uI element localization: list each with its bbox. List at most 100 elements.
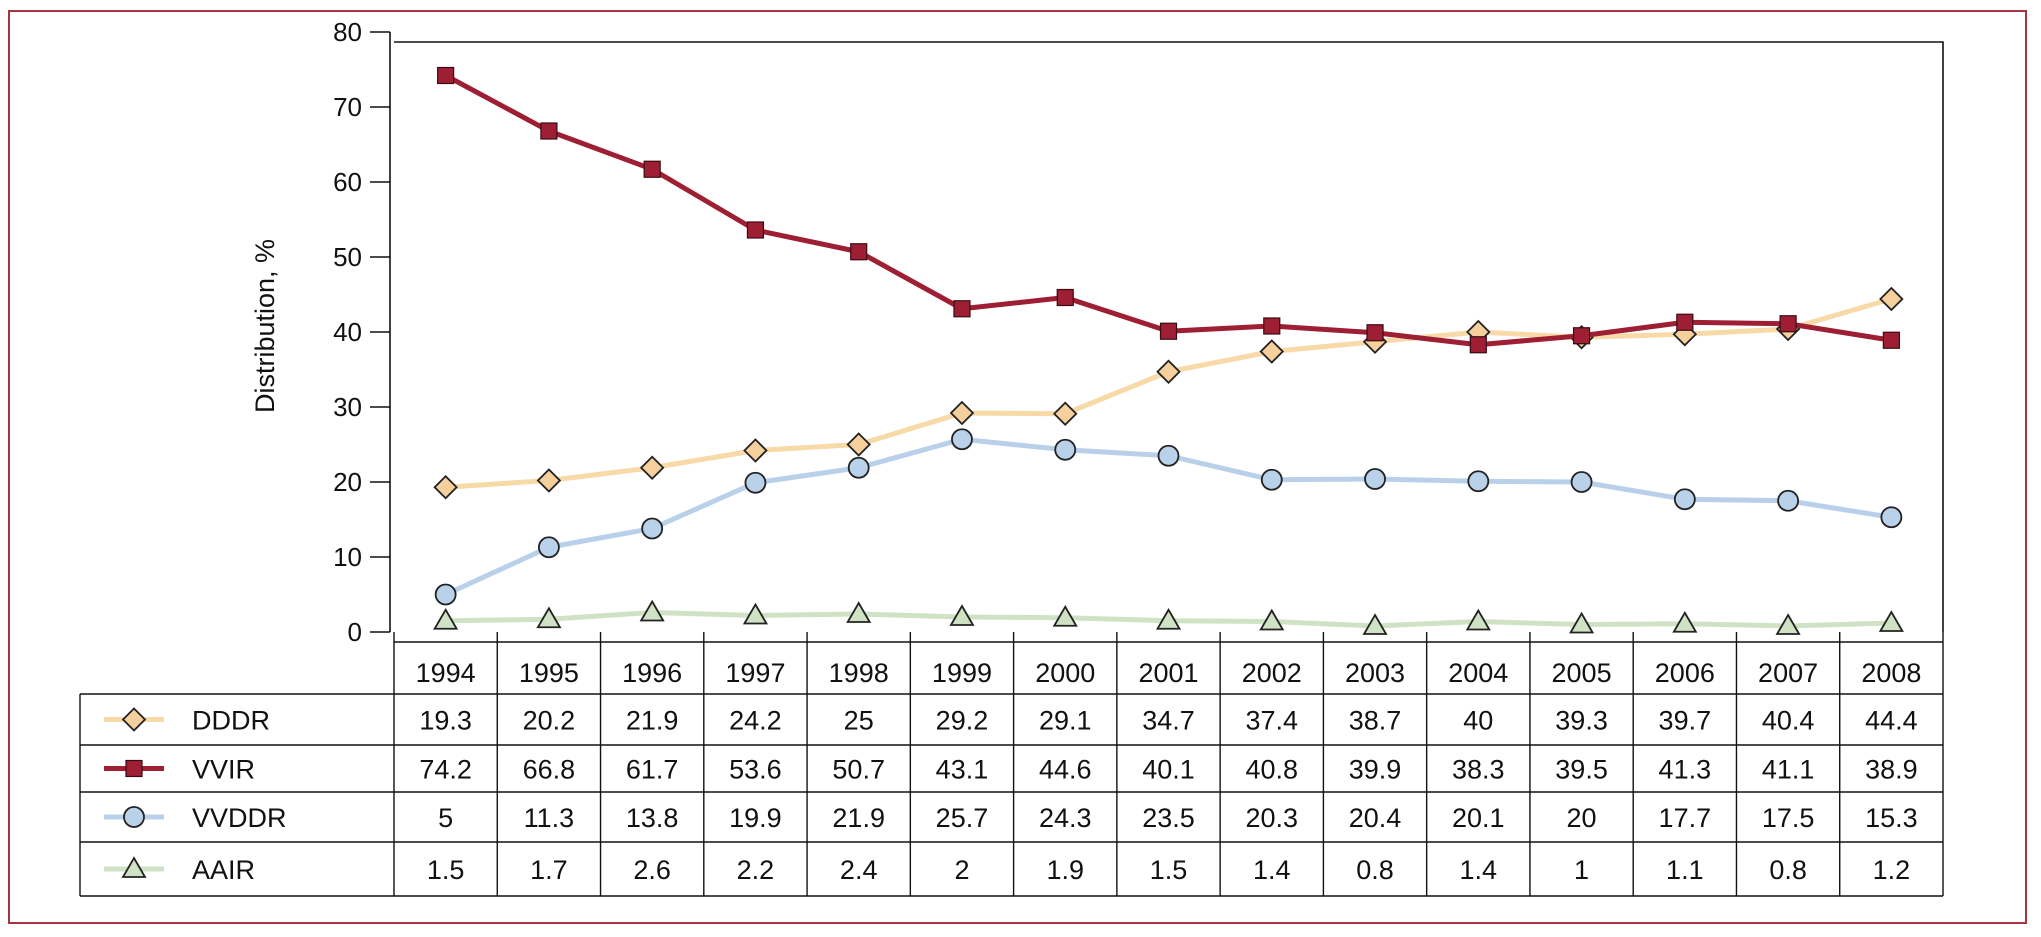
data-point: [434, 583, 457, 606]
data-point: [1157, 444, 1180, 467]
data-point: [1569, 611, 1595, 634]
data-point: [536, 606, 562, 629]
data-point: [1155, 607, 1182, 630]
data-label: 25.7: [936, 803, 989, 833]
data-point: [953, 300, 971, 318]
series-line: [444, 73, 1892, 348]
data-label: 17.5: [1762, 803, 1815, 833]
data-point: [846, 601, 872, 623]
data-point: [1676, 313, 1694, 331]
data-point: [1465, 608, 1491, 631]
data-label: 41.1: [1762, 755, 1815, 785]
data-label: 39.9: [1349, 755, 1402, 785]
data-point: [641, 517, 664, 540]
x-tick-label: 2008: [1861, 658, 1921, 688]
data-label: 1.4: [1460, 855, 1498, 885]
data-point: [1880, 506, 1903, 529]
y-tick-label: 70: [333, 92, 362, 122]
data-label: 20.3: [1245, 803, 1298, 833]
legend-aair: AAIR: [104, 855, 255, 885]
legend-label: VVIR: [192, 755, 255, 785]
x-tick-label: 1997: [725, 658, 785, 688]
data-label: 29.2: [936, 706, 989, 736]
data-point: [1052, 401, 1078, 427]
x-tick-label: 2006: [1655, 658, 1715, 688]
data-label: 20.4: [1349, 803, 1402, 833]
data-label: 38.7: [1349, 706, 1402, 736]
data-label: 2: [954, 855, 969, 885]
data-point: [1259, 608, 1285, 631]
series-aair: [433, 599, 1904, 635]
data-label: 40.1: [1142, 755, 1195, 785]
y-tick-label: 0: [348, 617, 362, 647]
y-tick-label: 30: [333, 392, 362, 422]
data-label: 39.7: [1659, 706, 1712, 736]
x-tick-label: 2004: [1448, 658, 1508, 688]
data-label: 23.5: [1142, 803, 1195, 833]
data-label: 41.3: [1659, 755, 1712, 785]
data-label: 2.2: [737, 855, 775, 885]
legend-label: DDDR: [192, 706, 270, 736]
data-point: [949, 604, 975, 626]
data-label: 2.6: [633, 855, 671, 885]
data-label: 2.4: [840, 855, 878, 885]
data-point: [951, 428, 973, 451]
data-label: 20: [1567, 803, 1597, 833]
data-label: 15.3: [1865, 803, 1918, 833]
data-point: [121, 707, 147, 732]
data-point: [742, 602, 768, 625]
data-label: 0.8: [1769, 855, 1807, 885]
series-vvir: [437, 66, 1900, 354]
data-point: [1364, 468, 1386, 490]
data-point: [850, 243, 868, 261]
data-label: 34.7: [1142, 706, 1195, 736]
x-tick-label: 2003: [1345, 658, 1405, 688]
x-tick-label: 2001: [1138, 658, 1198, 688]
data-label: 43.1: [936, 755, 989, 785]
y-tick-label: 40: [333, 317, 362, 347]
data-label: 40.4: [1762, 706, 1815, 736]
data-label: 19.9: [729, 803, 782, 833]
data-point: [1775, 613, 1801, 635]
data-point: [1056, 288, 1074, 307]
data-label: 61.7: [626, 755, 679, 785]
y-tick-label: 10: [333, 542, 362, 572]
data-point: [121, 856, 147, 878]
data-label: 17.7: [1659, 803, 1712, 833]
data-label: 38.9: [1865, 755, 1918, 785]
y-tick-label: 80: [333, 17, 362, 47]
legend-label: AAIR: [192, 855, 255, 885]
data-label: 1.9: [1046, 855, 1084, 885]
data-point: [1882, 331, 1900, 349]
data-label: 21.9: [832, 803, 885, 833]
data-point: [1878, 610, 1904, 632]
data-label: 24.3: [1039, 803, 1092, 833]
data-point: [1572, 327, 1591, 345]
x-tick-label: 1996: [622, 658, 682, 688]
data-point: [1362, 613, 1388, 635]
x-tick-label: 2002: [1242, 658, 1302, 688]
data-label: 1: [1574, 855, 1589, 885]
x-tick-label: 1994: [416, 658, 476, 688]
plot-border: [394, 41, 1944, 632]
data-point: [123, 806, 145, 828]
data-point: [433, 474, 458, 500]
data-label: 74.2: [419, 755, 472, 785]
data-point: [746, 221, 765, 239]
data-point: [437, 66, 455, 85]
data-point: [1052, 604, 1078, 627]
data-point: [639, 599, 665, 622]
data-point: [1467, 470, 1490, 493]
data-label: 20.2: [523, 706, 576, 736]
data-label: 50.7: [832, 755, 885, 785]
data-label: 1.2: [1873, 855, 1911, 885]
y-tick-label: 60: [333, 167, 362, 197]
data-point: [1672, 610, 1698, 633]
data-label: 24.2: [729, 706, 782, 736]
data-label: 1.7: [530, 855, 568, 885]
data-label: 1.4: [1253, 855, 1291, 885]
data-point: [1777, 489, 1799, 512]
data-point: [1469, 336, 1487, 354]
data-label: 44.4: [1865, 706, 1918, 736]
legend-vvddr: VVDDR: [104, 803, 287, 833]
